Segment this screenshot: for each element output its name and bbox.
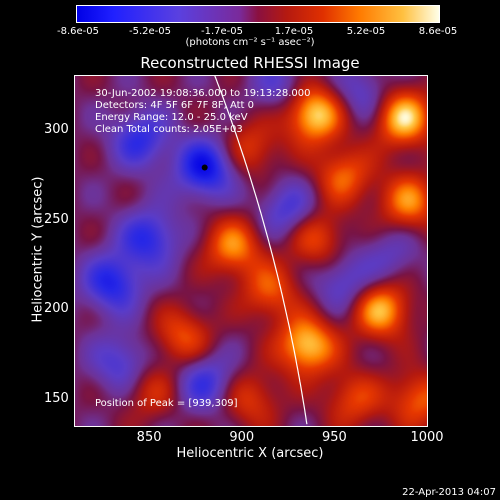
x-tick-label: 950: [321, 430, 347, 445]
annotation-energy: Energy Range: 12.0 - 25.0 keV: [95, 112, 248, 123]
x-tick-label: 900: [229, 430, 255, 445]
y-tick-label: 200: [44, 301, 69, 317]
x-axis-label: Heliocentric X (arcsec): [176, 446, 324, 461]
x-tick-label: 850: [136, 430, 162, 445]
y-tick-label: 300: [44, 121, 69, 137]
plot-frame: [74, 75, 428, 427]
solar-limb-line: [214, 76, 308, 425]
peak-marker: [201, 164, 208, 171]
x-tick-label: 1000: [410, 430, 444, 445]
colorbar-tick-label: -8.6e-05: [57, 26, 99, 37]
colorbar-tick-label: 8.6e-05: [418, 26, 458, 37]
colorbar-tick-label: -5.2e-05: [129, 26, 171, 37]
colorbar-tick-label: 5.2e-05: [346, 26, 386, 37]
y-axis-label: Heliocentric Y (arcsec): [30, 176, 46, 323]
overlay: [201, 76, 308, 425]
annotation-counts: Clean Total counts: 2.05E+03: [95, 124, 243, 135]
colorbar-tick-label: 1.7e-05: [274, 26, 314, 37]
footer-timestamp: 22-Apr-2013 04:07: [402, 487, 496, 498]
annotation-detectors: Detectors: 4F 5F 6F 7F 8F, Att 0: [95, 100, 255, 111]
heatmap-image: [75, 76, 427, 426]
annotation-time: 30-Jun-2002 19:08:36.000 to 19:13:28.000: [95, 88, 311, 99]
y-tick-label: 150: [44, 391, 69, 407]
peak-position-label: Position of Peak = [939,309]: [95, 398, 238, 409]
colorbar-tick-label: -1.7e-05: [201, 26, 243, 37]
colorbar: [76, 5, 440, 23]
y-tick-label: 250: [44, 211, 69, 227]
colorbar-units: (photons cm⁻² s⁻¹ asec⁻²): [185, 37, 315, 48]
chart-title: Reconstructed RHESSI Image: [140, 54, 360, 72]
